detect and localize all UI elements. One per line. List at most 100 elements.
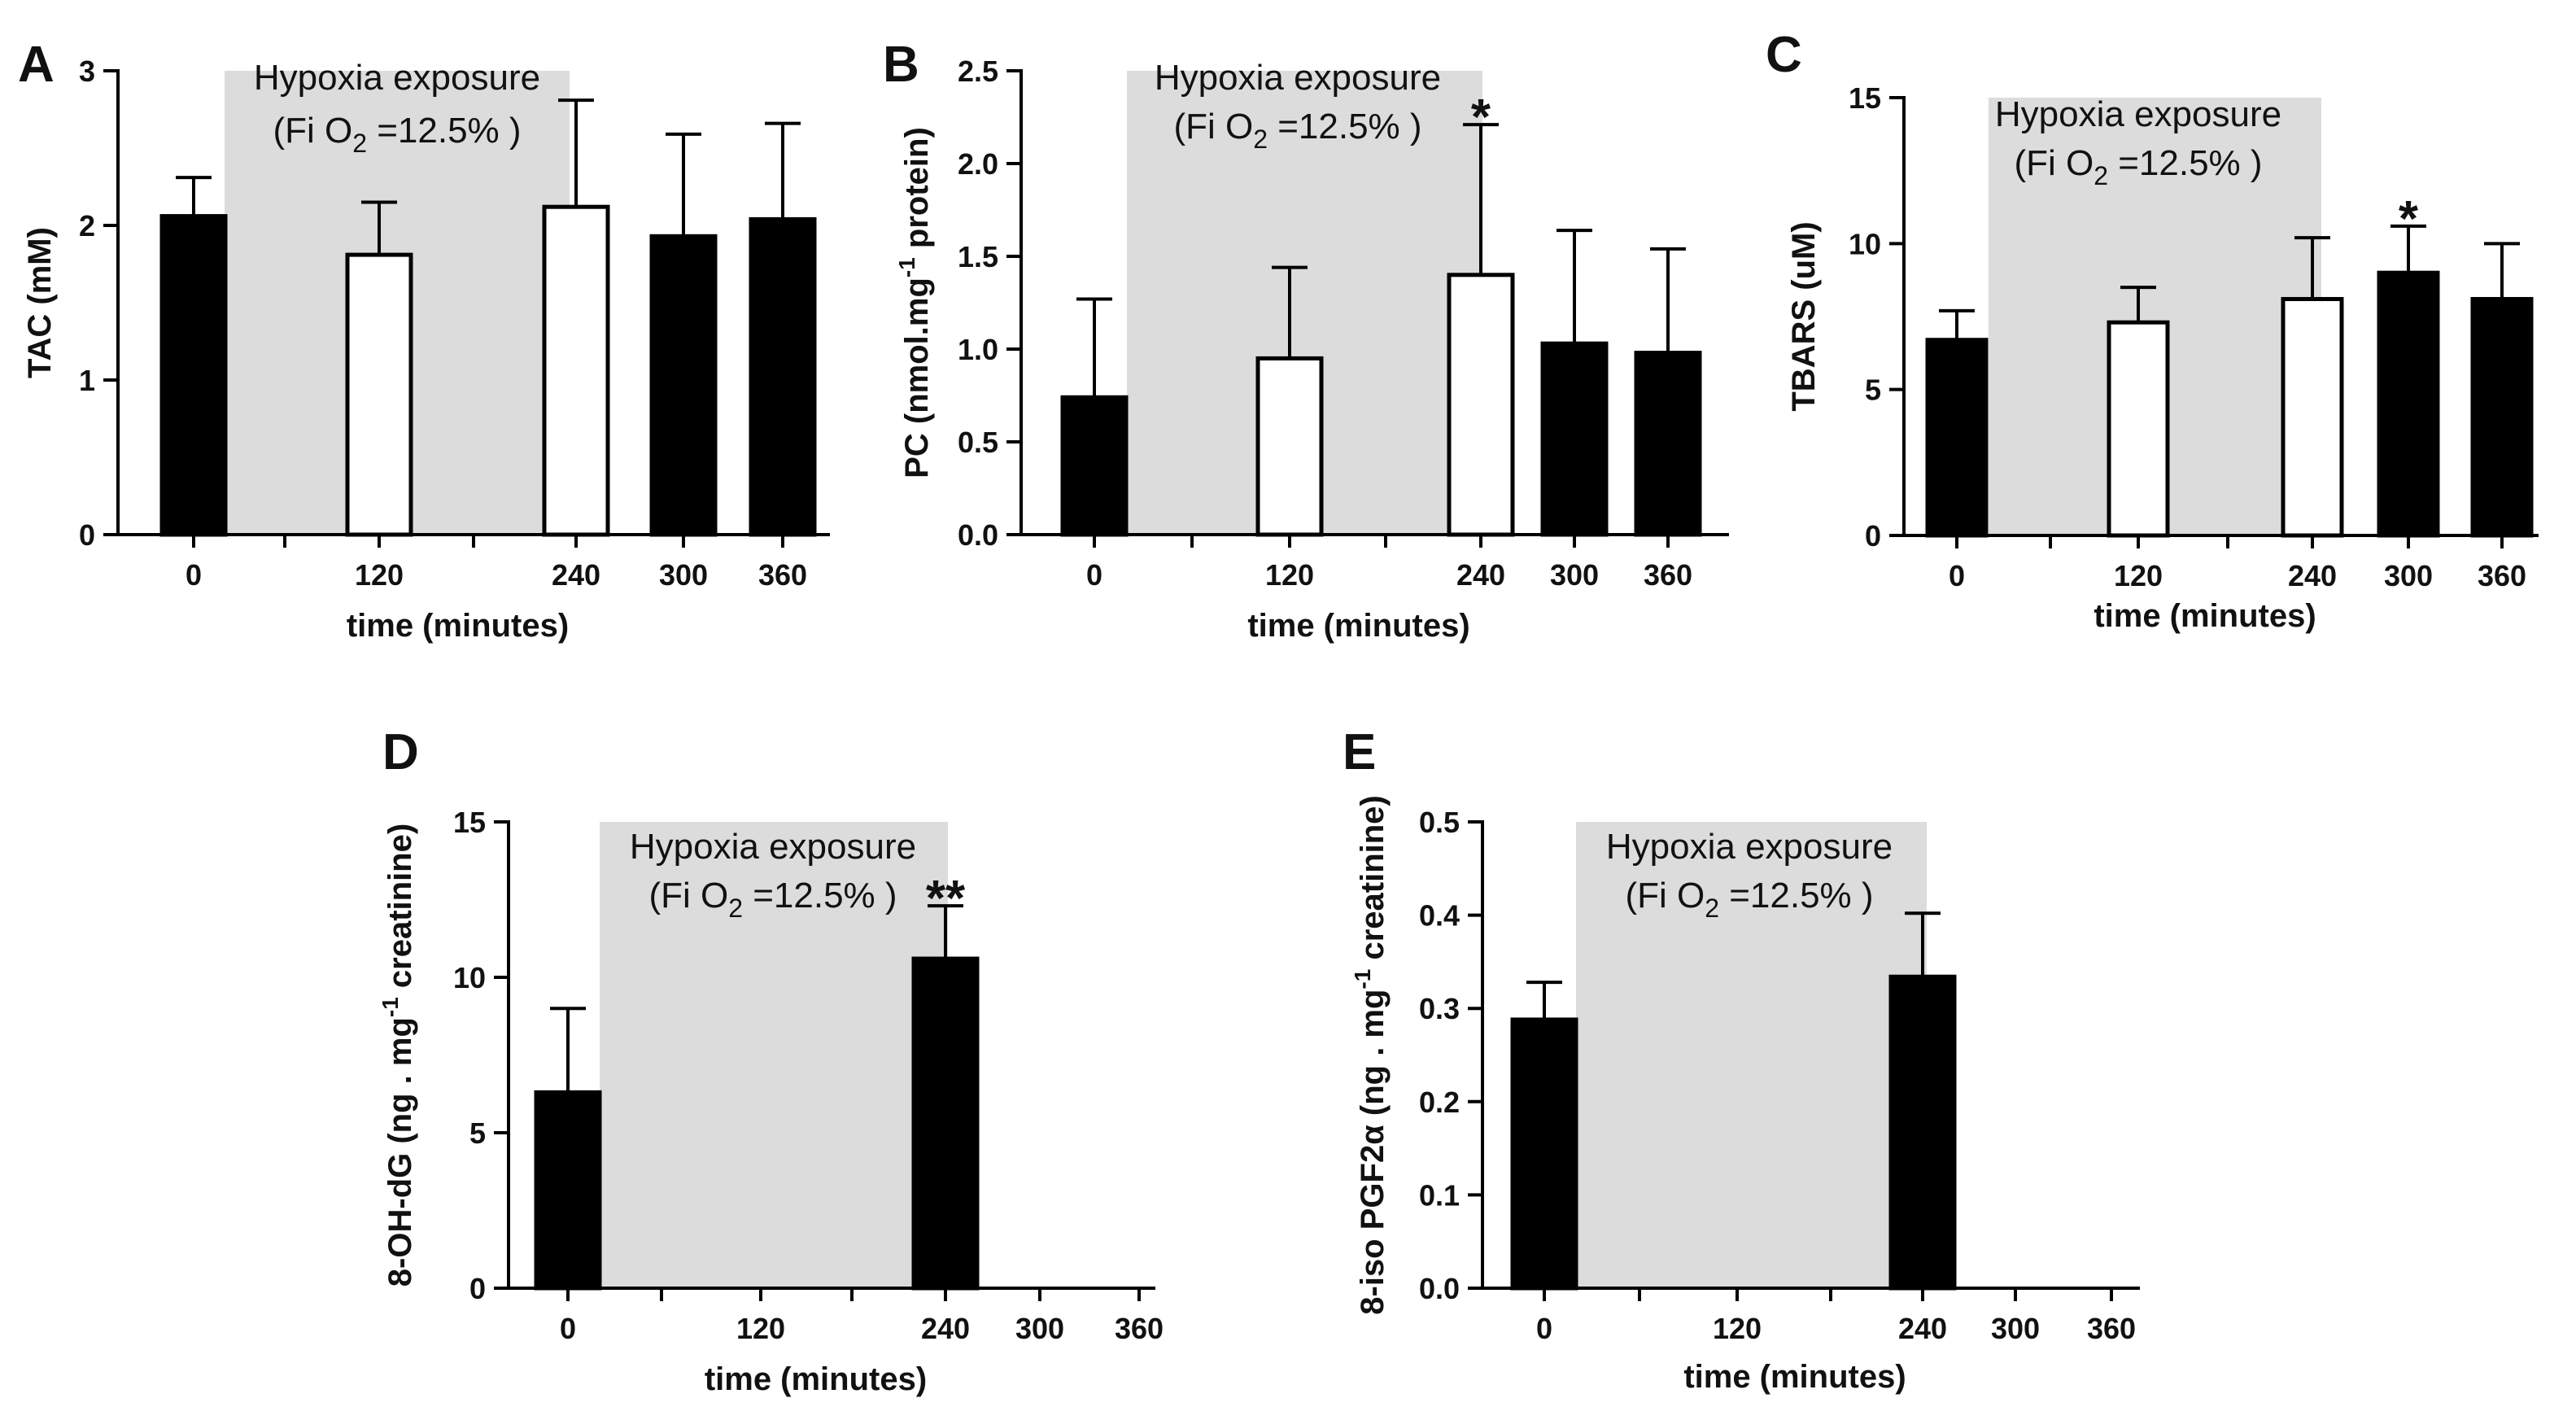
y-tick-label: 1	[79, 364, 95, 397]
x-tick-label: 0	[560, 1312, 576, 1345]
y-tick-label: 0	[1865, 519, 1881, 553]
y-tick-label: 0.0	[1419, 1272, 1460, 1305]
y-tick-label: 0.0	[958, 518, 998, 552]
bar-300	[1540, 341, 1609, 537]
x-tick-label: 300	[1991, 1312, 2040, 1345]
x-axis-title: time (minutes)	[347, 608, 569, 644]
x-axis-title: time (minutes)	[705, 1361, 927, 1397]
x-tick-label: 300	[2384, 559, 2433, 592]
bar-240	[1447, 273, 1515, 537]
bar-0	[1925, 338, 1989, 538]
fio2-label: (Fi O2 =12.5% )	[1625, 876, 1873, 923]
panel-c: Hypoxia exposure (Fi O2 =12.5% ) * 0 5 10 15 0 1…	[1766, 27, 2539, 634]
bar-120	[2107, 320, 2170, 538]
x-axis-title: time (minutes)	[1247, 608, 1469, 644]
x-tick-label: 360	[1115, 1312, 1164, 1345]
x-tick-label: 120	[1265, 558, 1314, 592]
y-tick-label: 15	[1849, 81, 1881, 115]
bar-0	[534, 1090, 602, 1291]
panel-label: D	[382, 724, 419, 780]
x-tick-label: 120	[355, 558, 404, 592]
fio2-label: (Fi O2 =12.5% )	[273, 111, 521, 158]
x-tick-label: 240	[921, 1312, 970, 1345]
bar-360	[1634, 351, 1702, 537]
hypoxia-label: Hypoxia exposure	[254, 58, 540, 98]
y-tick-label: 2.5	[958, 55, 998, 88]
y-tick-label: 3	[79, 55, 95, 88]
x-tick-label: 0	[186, 558, 202, 592]
y-tick-label: 0.3	[1419, 992, 1460, 1025]
y-tick-label: 15	[453, 806, 486, 839]
hypoxia-region	[1576, 822, 1927, 1288]
y-tick-label: 5	[1865, 374, 1881, 407]
panel-e: Hypoxia exposure (Fi O2 =12.5% ) 0.0 0.1 0.2…	[1343, 724, 2140, 1395]
hypoxia-label: Hypoxia exposure	[1155, 58, 1441, 98]
significance-mark: *	[1471, 90, 1491, 146]
hypoxia-label: Hypoxia exposure	[1995, 94, 2281, 134]
x-tick-label: 240	[1898, 1312, 1947, 1345]
hypoxia-label: Hypoxia exposure	[630, 827, 916, 867]
x-tick-label: 240	[552, 558, 600, 592]
y-axis-title: TAC (mM)	[22, 227, 58, 378]
bar-120	[1255, 356, 1324, 537]
x-tick-label: 120	[1713, 1312, 1762, 1345]
x-tick-label: 360	[2087, 1312, 2136, 1345]
y-tick-label: 0.5	[958, 426, 998, 459]
bar-360	[2470, 296, 2534, 538]
x-tick-label: 240	[2288, 559, 2337, 592]
bar-240	[1888, 974, 1957, 1291]
x-tick-label: 300	[1550, 558, 1599, 592]
y-tick-label: 2	[79, 209, 95, 242]
bar-240	[542, 204, 610, 537]
fio2-label: (Fi O2 =12.5% )	[2014, 143, 2262, 190]
bar-240	[911, 956, 980, 1291]
fio2-label: (Fi O2 =12.5% )	[648, 876, 897, 923]
bar-0	[159, 214, 228, 537]
y-tick-label: 0.2	[1419, 1086, 1460, 1119]
x-tick-label: 300	[659, 558, 708, 592]
x-tick-label: 300	[1015, 1312, 1064, 1345]
y-axis-title: 8-iso PGF2α (ng . mg-1 creatinine)	[1350, 795, 1391, 1315]
bar-300	[2377, 270, 2440, 538]
panel-d: Hypoxia exposure (Fi O2 =12.5% ) ** 0 5 10 15 0…	[378, 724, 1164, 1397]
x-tick-label: 360	[758, 558, 807, 592]
x-axis-title: time (minutes)	[2094, 598, 2316, 634]
y-tick-label: 0	[469, 1272, 486, 1305]
panel-label: C	[1766, 27, 1802, 83]
fio2-label: (Fi O2 =12.5% )	[1173, 107, 1421, 154]
y-axis-title: TBARS (uM)	[1786, 221, 1822, 411]
x-tick-label: 120	[736, 1312, 785, 1345]
panel-label: B	[883, 37, 919, 93]
y-axis-title: 8-OH-dG (ng . mg-1 creatinine)	[378, 824, 418, 1287]
significance-mark: **	[926, 871, 966, 927]
panel-a: Hypoxia exposure (Fi O2 =12.5% ) 0 1 2 3 0 120 2…	[18, 37, 830, 644]
y-tick-label: 0	[79, 518, 95, 552]
bar-240	[2281, 296, 2344, 538]
y-axis-title: PC (nmol.mg-1 protein)	[894, 127, 935, 478]
x-tick-label: 0	[1536, 1312, 1552, 1345]
y-tick-label: 0.1	[1419, 1178, 1460, 1212]
hypoxia-region	[600, 822, 948, 1288]
x-tick-label: 360	[1644, 558, 1692, 592]
y-tick-label: 10	[453, 961, 486, 994]
x-tick-label: 120	[2114, 559, 2163, 592]
significance-mark: *	[2399, 191, 2419, 247]
y-tick-label: 0.4	[1419, 899, 1460, 933]
x-tick-label: 0	[1086, 558, 1102, 592]
panel-b: Hypoxia exposure (Fi O2 =12.5% ) * 0.0 0.5 1.…	[883, 37, 1729, 644]
x-axis-title: time (minutes)	[1683, 1359, 1906, 1395]
hypoxia-label: Hypoxia exposure	[1606, 827, 1893, 867]
x-tick-label: 240	[1456, 558, 1505, 592]
bar-0	[1060, 395, 1129, 537]
bar-300	[649, 234, 718, 537]
x-tick-label: 0	[1949, 559, 1965, 592]
y-tick-label: 0.5	[1419, 806, 1460, 839]
y-tick-label: 1.0	[958, 333, 998, 366]
panel-label: A	[18, 37, 55, 93]
bar-0	[1510, 1017, 1578, 1291]
y-tick-label: 5	[469, 1116, 486, 1150]
panel-label: E	[1343, 724, 1376, 780]
x-tick-label: 360	[2478, 559, 2526, 592]
y-tick-label: 1.5	[958, 240, 998, 273]
